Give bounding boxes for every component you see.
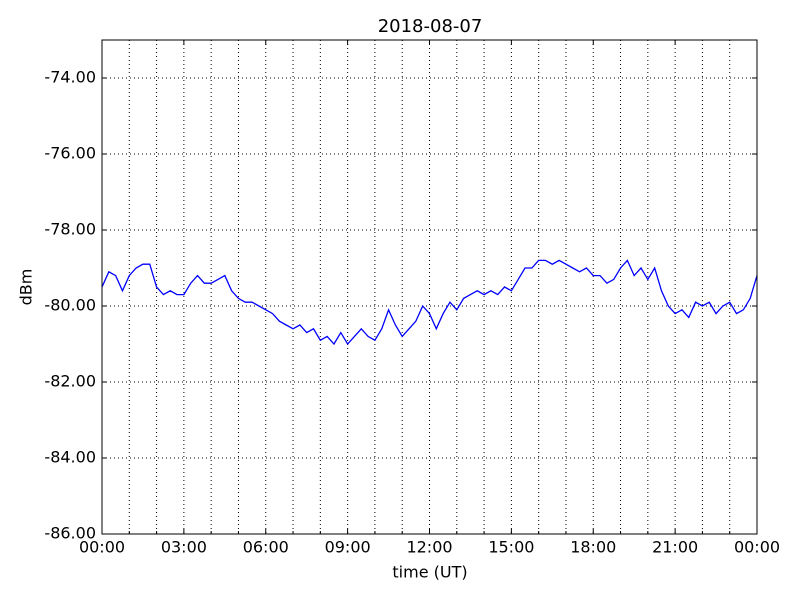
x-axis-label: time (UT) — [392, 563, 467, 582]
data-line — [101, 259, 758, 346]
x-tick-label: 06:00 — [243, 538, 289, 557]
x-tick-label: 15:00 — [488, 538, 534, 557]
x-tick-label: 21:00 — [652, 538, 698, 557]
y-tick-label: -74.00 — [44, 68, 96, 87]
y-tick-label: -86.00 — [44, 524, 96, 543]
x-tick-label: 00:00 — [734, 538, 780, 557]
y-tick-label: -76.00 — [44, 144, 96, 163]
y-tick-label: -82.00 — [44, 372, 96, 391]
x-tick-label: 18:00 — [570, 538, 616, 557]
y-tick-label: -80.00 — [44, 296, 96, 315]
chart-title: 2018-08-07 — [378, 16, 483, 37]
x-tick-label: 00:00 — [79, 538, 125, 557]
y-axis-label: dBm — [17, 269, 36, 306]
x-tick-label: 12:00 — [406, 538, 452, 557]
y-tick-label: -78.00 — [44, 220, 96, 239]
x-tick-label: 09:00 — [325, 538, 371, 557]
x-tick-label: 03:00 — [161, 538, 207, 557]
y-tick-label: -84.00 — [44, 448, 96, 467]
plot-frame — [101, 39, 758, 535]
